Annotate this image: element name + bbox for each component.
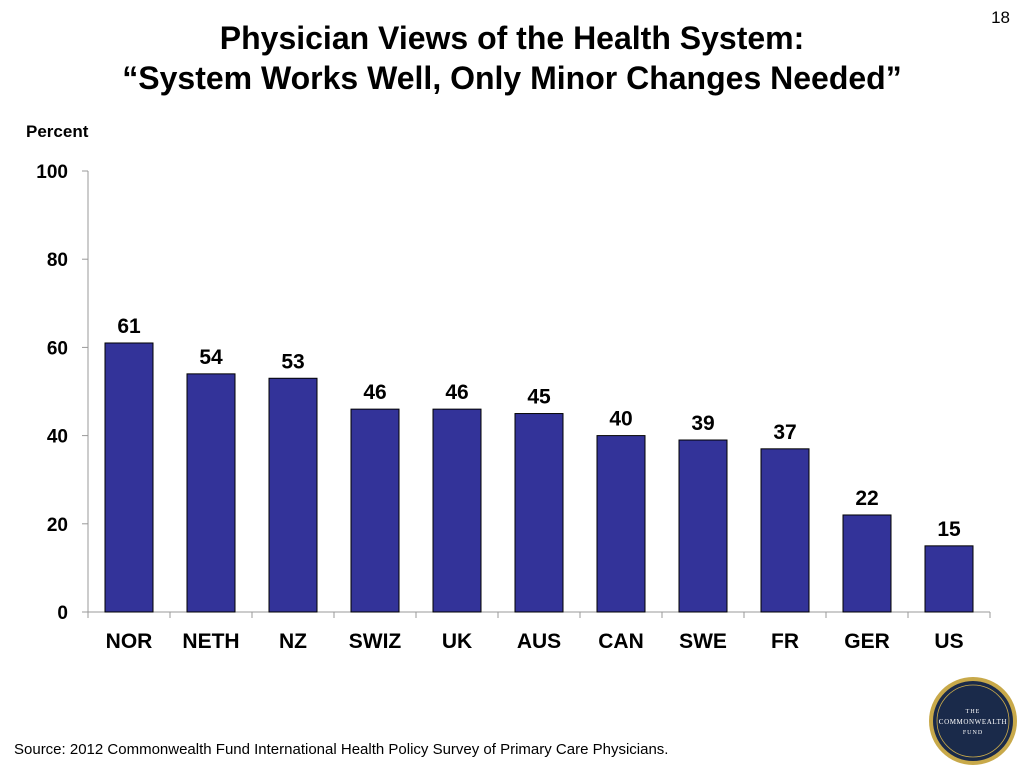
chart-title-line-1: Physician Views of the Health System: (219, 20, 805, 56)
bar (596, 435, 646, 613)
data-label: 61 (117, 315, 141, 338)
bar (350, 408, 400, 613)
y-tick-label: 40 (47, 427, 68, 448)
data-label: 46 (363, 381, 386, 404)
data-label: 45 (527, 386, 551, 409)
commonwealth-fund-logo: THE COMMONWEALTH FUND (929, 677, 1017, 765)
x-tick-label: NZ (279, 630, 307, 653)
y-tick-label: 20 (47, 515, 68, 536)
bar (268, 377, 318, 613)
data-label: 40 (609, 408, 632, 431)
y-axis-label: Percent (26, 122, 89, 141)
data-label: 37 (773, 421, 796, 444)
source-note: Source: 2012 Commonwealth Fund Internati… (14, 741, 669, 758)
x-tick-label: AUS (517, 630, 561, 653)
logo-text-line-1: THE (966, 709, 981, 715)
chart-title: Physician Views of the Health System: “S… (0, 18, 1024, 98)
y-tick-label: 80 (47, 250, 68, 271)
data-label: 15 (937, 518, 961, 541)
y-tick-label: 0 (57, 603, 68, 624)
data-label: 46 (445, 381, 468, 404)
slide-number: 18 (991, 8, 1010, 27)
bar (760, 448, 810, 613)
x-tick-label: UK (442, 630, 472, 653)
bar (842, 514, 892, 613)
bar (104, 342, 154, 613)
logo-text-line-2: COMMONWEALTH (939, 718, 1007, 726)
data-label: 39 (691, 412, 714, 435)
logo-inner-rim (936, 684, 1010, 758)
bar (924, 545, 974, 613)
x-tick-label: GER (844, 630, 890, 653)
x-tick-label: FR (771, 630, 799, 653)
logo-inner-disc (933, 681, 1013, 761)
data-label: 53 (281, 350, 304, 373)
x-tick-label: US (934, 630, 963, 653)
bar (186, 373, 236, 613)
logo-text-line-3: FUND (963, 730, 983, 736)
x-tick-label: SWIZ (349, 630, 402, 653)
bar (432, 408, 482, 613)
x-tick-label: NETH (182, 630, 239, 653)
y-tick-label: 60 (47, 338, 68, 359)
bar (678, 439, 728, 613)
data-label: 22 (855, 487, 878, 510)
bar-chart: 0 20 40 60 80 100 61 NOR 54 NETH 53 NZ 46 SWIZ 46 UK 45 A… (36, 162, 991, 653)
bar (514, 413, 564, 613)
y-tick-label: 100 (36, 162, 68, 183)
chart-title-line-2: “System Works Well, Only Minor Changes N… (122, 60, 902, 96)
x-tick-label: NOR (106, 630, 153, 653)
x-tick-label: CAN (598, 630, 644, 653)
x-tick-label: SWE (679, 630, 727, 653)
data-label: 54 (199, 346, 223, 369)
